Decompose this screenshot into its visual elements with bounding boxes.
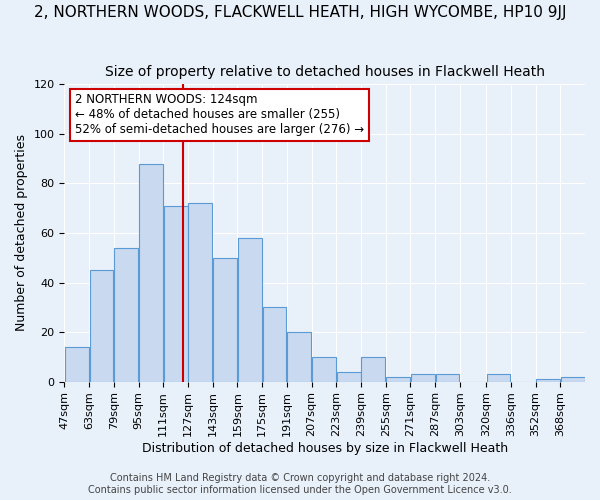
Text: Contains HM Land Registry data © Crown copyright and database right 2024.
Contai: Contains HM Land Registry data © Crown c… [88, 474, 512, 495]
Bar [65, 347, 89, 382]
Bar [287, 332, 311, 382]
Bar [436, 374, 460, 382]
Bar [188, 203, 212, 382]
Text: 2, NORTHERN WOODS, FLACKWELL HEATH, HIGH WYCOMBE, HP10 9JJ: 2, NORTHERN WOODS, FLACKWELL HEATH, HIGH… [34, 5, 566, 20]
Y-axis label: Number of detached properties: Number of detached properties [15, 134, 28, 332]
Bar [213, 258, 237, 382]
Bar [238, 238, 262, 382]
Bar [139, 164, 163, 382]
Bar [337, 372, 361, 382]
Bar [114, 248, 138, 382]
Bar [536, 379, 560, 382]
Bar [560, 376, 584, 382]
Bar [263, 308, 286, 382]
Bar [361, 357, 385, 382]
Bar [411, 374, 435, 382]
Bar [487, 374, 511, 382]
Text: 2 NORTHERN WOODS: 124sqm
← 48% of detached houses are smaller (255)
52% of semi-: 2 NORTHERN WOODS: 124sqm ← 48% of detach… [75, 94, 364, 136]
Bar [386, 376, 410, 382]
Bar [164, 206, 188, 382]
X-axis label: Distribution of detached houses by size in Flackwell Heath: Distribution of detached houses by size … [142, 442, 508, 455]
Bar [312, 357, 336, 382]
Bar [89, 270, 113, 382]
Title: Size of property relative to detached houses in Flackwell Heath: Size of property relative to detached ho… [105, 65, 545, 79]
